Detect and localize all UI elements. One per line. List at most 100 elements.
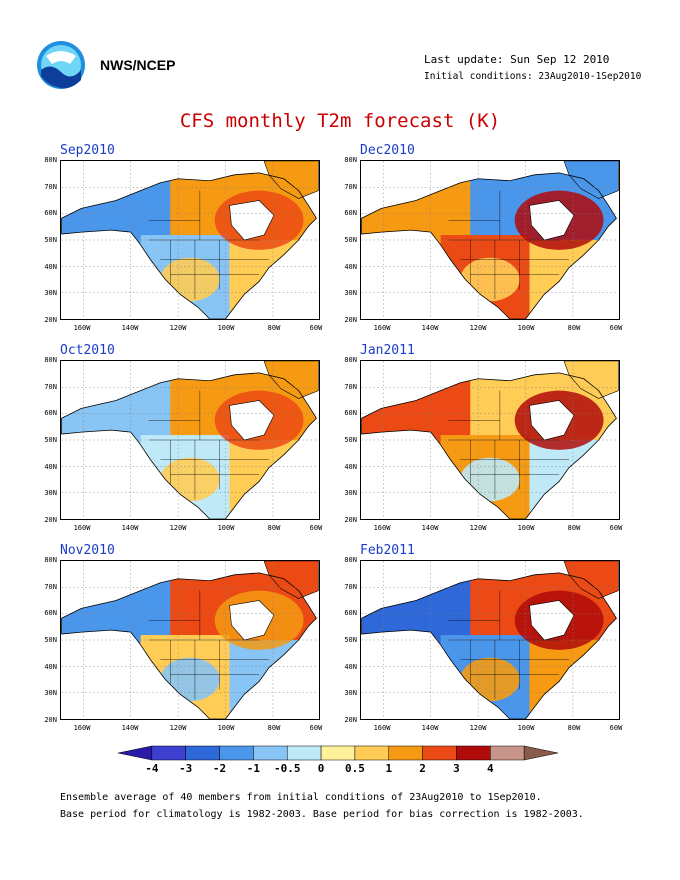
- colorbar-segment: [286, 745, 322, 761]
- latitude-tick-label: 70N: [44, 182, 57, 191]
- latitude-tick-label: 40N: [344, 262, 357, 271]
- latitude-tick-label: 60N: [44, 409, 57, 418]
- latitude-tick-label: 70N: [344, 582, 357, 591]
- longitude-tick-label: 160W: [73, 724, 91, 732]
- longitude-tick-label: 160W: [373, 324, 391, 332]
- longitude-tick-label: 80W: [267, 724, 281, 732]
- longitude-tick-label: 80W: [567, 524, 581, 532]
- longitude-tick-label: 160W: [373, 524, 391, 532]
- colorbar-graphic: [117, 745, 559, 761]
- longitude-tick-label: 140W: [421, 524, 439, 532]
- colorbar-segment: [253, 745, 288, 761]
- longitude-tick-label: 80W: [567, 324, 581, 332]
- colorbar-segment: [151, 745, 186, 761]
- latitude-tick-label: 50N: [44, 436, 57, 444]
- colorbar-tick-label: 2: [419, 762, 426, 775]
- panel-title: Dec2010: [360, 143, 415, 158]
- latitude-tick-label: 60N: [344, 209, 357, 218]
- latitude-tick-label: 40N: [44, 262, 57, 271]
- latitude-tick-label: 50N: [44, 636, 57, 644]
- colorbar-segment: [354, 745, 390, 761]
- latitude-tick-label: 80N: [344, 356, 357, 364]
- latitude-tick-label: 60N: [344, 609, 357, 618]
- colorbar-tick-label: -4: [145, 762, 159, 775]
- longitude-tick-label: 100W: [217, 724, 235, 732]
- longitude-tick-label: 140W: [121, 724, 139, 732]
- colorbar-segment: [388, 745, 423, 761]
- noaa-logo: [36, 40, 86, 90]
- latitude-tick-label: 40N: [44, 462, 57, 471]
- panel-title: Sep2010: [60, 143, 115, 158]
- latitude-tick-label: 20N: [44, 516, 57, 525]
- latitude-tick-label: 30N: [44, 289, 57, 298]
- longitude-tick-label: 120W: [169, 724, 187, 732]
- latitude-tick-label: 20N: [344, 716, 357, 725]
- longitude-tick-label: 60W: [609, 324, 623, 332]
- latitude-tick-label: 20N: [44, 316, 57, 325]
- latitude-tick-label: 30N: [344, 489, 357, 498]
- latitude-tick-label: 30N: [44, 689, 57, 698]
- colorbar-tick-label: 0.5: [344, 762, 365, 775]
- longitude-tick-label: 80W: [567, 724, 581, 732]
- latitude-tick-label: 80N: [344, 556, 357, 564]
- forecast-map: [60, 560, 320, 720]
- longitude-tick-label: 120W: [169, 524, 187, 532]
- longitude-tick-label: 80W: [267, 324, 281, 332]
- latitude-tick-label: 30N: [344, 289, 357, 298]
- longitude-tick-label: 60W: [609, 524, 623, 532]
- colorbar-segment: [117, 745, 153, 761]
- colorbar-segment: [219, 745, 254, 761]
- panel-title: Feb2011: [360, 543, 415, 558]
- colorbar-tick-label: 0: [317, 762, 325, 775]
- longitude-tick-label: 120W: [169, 324, 187, 332]
- latitude-tick-label: 20N: [344, 316, 357, 325]
- colorbar-tick-label: 4: [486, 762, 494, 775]
- longitude-tick-label: 60W: [309, 324, 323, 332]
- latitude-tick-label: 50N: [344, 236, 357, 244]
- panel-title: Oct2010: [60, 343, 115, 358]
- latitude-tick-label: 70N: [344, 382, 357, 391]
- colorbar-tick-label: -1: [246, 762, 260, 775]
- colorbar-tick-label: -2: [212, 762, 227, 775]
- latitude-tick-label: 50N: [344, 436, 357, 444]
- colorbar-segment: [490, 745, 525, 761]
- latitude-tick-label: 30N: [344, 689, 357, 698]
- longitude-tick-label: 160W: [73, 524, 91, 532]
- longitude-tick-label: 140W: [421, 724, 439, 732]
- colorbar-segment: [422, 745, 457, 761]
- forecast-map: [360, 160, 620, 320]
- longitude-tick-label: 60W: [609, 724, 623, 732]
- longitude-tick-label: 120W: [469, 324, 487, 332]
- colorbar: [117, 745, 559, 765]
- latitude-tick-label: 70N: [44, 382, 57, 391]
- latitude-tick-label: 50N: [44, 236, 57, 244]
- longitude-tick-label: 140W: [121, 524, 139, 532]
- longitude-tick-label: 100W: [217, 524, 235, 532]
- latitude-tick-label: 60N: [44, 209, 57, 218]
- initial-conditions-text: Initial conditions: 23Aug2010-1Sep2010: [424, 71, 642, 82]
- longitude-tick-label: 100W: [517, 724, 535, 732]
- colorbar-tick-label: 1: [385, 762, 393, 775]
- forecast-map: [360, 360, 620, 520]
- figure-title: CFS monthly T2m forecast (K): [179, 110, 501, 132]
- longitude-tick-label: 160W: [373, 724, 391, 732]
- panel-title: Jan2011: [360, 343, 415, 358]
- longitude-tick-label: 140W: [421, 324, 439, 332]
- latitude-tick-label: 50N: [344, 636, 357, 644]
- footer-note-ensemble: Ensemble average of 40 members from init…: [60, 792, 542, 803]
- last-update-text: Last update: Sun Sep 12 2010: [424, 53, 610, 66]
- latitude-tick-label: 60N: [344, 409, 357, 418]
- forecast-map: [60, 160, 320, 320]
- forecast-map: [360, 560, 620, 720]
- colorbar-tick-label: -3: [179, 762, 193, 775]
- latitude-tick-label: 70N: [344, 182, 357, 191]
- colorbar-segment: [523, 745, 559, 761]
- latitude-tick-label: 80N: [44, 156, 57, 164]
- longitude-tick-label: 160W: [73, 324, 91, 332]
- longitude-tick-label: 120W: [469, 724, 487, 732]
- latitude-tick-label: 30N: [44, 489, 57, 498]
- colorbar-segment: [456, 745, 491, 761]
- longitude-tick-label: 100W: [517, 324, 535, 332]
- latitude-tick-label: 20N: [344, 516, 357, 525]
- latitude-tick-label: 60N: [44, 609, 57, 618]
